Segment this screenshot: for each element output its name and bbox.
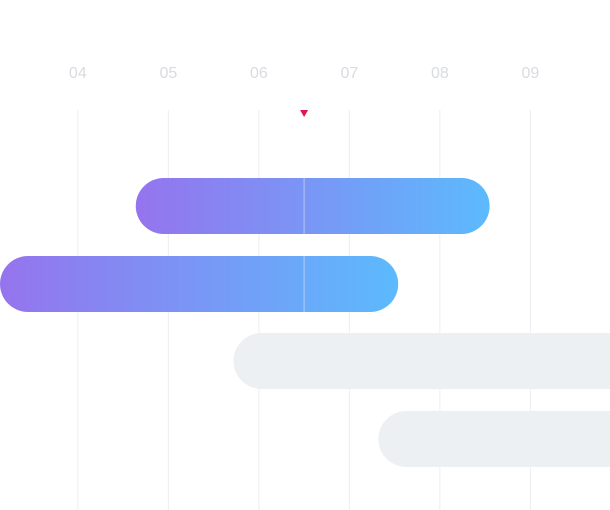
x-tick-label: 09: [521, 65, 539, 82]
current-marker: [300, 110, 309, 117]
x-tick-label: 06: [250, 65, 268, 82]
x-tick-label: 05: [159, 65, 177, 82]
x-tick-label: 07: [340, 65, 358, 82]
task-bar: [233, 333, 610, 389]
task-bar: [0, 256, 399, 312]
x-tick-label: 04: [69, 65, 87, 82]
task-bar: [135, 178, 490, 234]
task-bar: [378, 411, 610, 467]
x-tick-label: 08: [431, 65, 449, 82]
